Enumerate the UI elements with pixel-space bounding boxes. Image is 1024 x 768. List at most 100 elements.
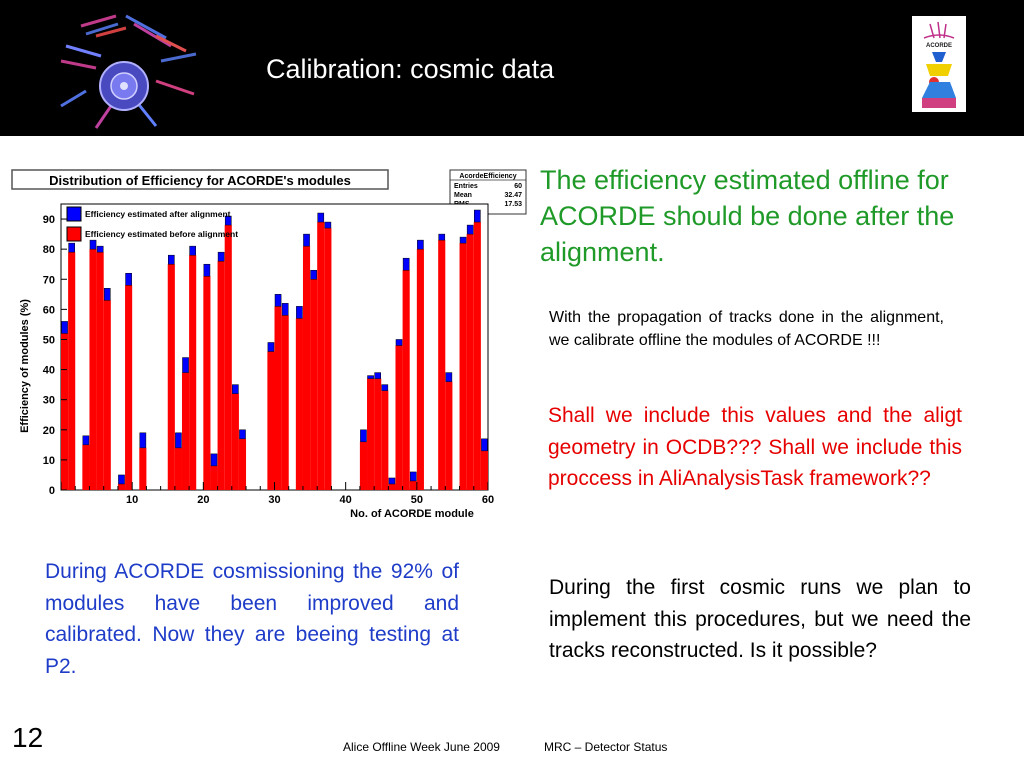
- svg-text:ACORDE: ACORDE: [926, 43, 952, 49]
- bar-after-module-24: [224, 215, 232, 226]
- bar-after-module-6: [96, 245, 104, 253]
- bar-before-module-22: [210, 465, 218, 490]
- bar-before-module-45: [374, 378, 382, 490]
- bar-before-module-35: [302, 246, 311, 490]
- bar-after-module-58: [466, 224, 474, 235]
- legend-swatch-after: [66, 206, 82, 222]
- bar-before-module-49: [402, 270, 410, 490]
- footer-event: Alice Offline Week June 2009: [343, 740, 500, 754]
- bar-before-module-10: [125, 285, 133, 490]
- bar-after-module-30: [267, 342, 275, 352]
- bar-before-module-38: [324, 228, 332, 490]
- bar-after-module-4: [82, 435, 90, 446]
- bar-after-module-60: [481, 438, 488, 452]
- bar-before-module-48: [395, 345, 403, 490]
- x-tick-label: 30: [268, 494, 280, 506]
- efficiency-chart-svg: Distribution of Efficiency for ACORDE's …: [11, 169, 527, 520]
- x-axis-label: No. of ACORDE module: [350, 508, 474, 520]
- stats-title: AcordeEfficiency: [459, 173, 516, 180]
- bar-after-module-47: [388, 477, 396, 485]
- bar-before-module-43: [359, 441, 368, 490]
- y-tick-label: 20: [43, 425, 55, 437]
- stats-value: 60: [514, 183, 522, 190]
- bar-after-module-43: [360, 429, 367, 443]
- bar-before-module-59: [473, 222, 481, 490]
- bar-after-module-10: [125, 272, 132, 286]
- bar-after-module-26: [239, 429, 246, 440]
- legend-label-before: Efficiency estimated before alignment: [85, 229, 238, 239]
- bar-before-module-12: [139, 447, 147, 490]
- bar-before-module-6: [96, 252, 104, 490]
- bar-before-module-30: [267, 351, 275, 490]
- bar-before-module-50: [409, 480, 417, 490]
- page-number: 12: [12, 722, 44, 753]
- x-tick-label: 10: [126, 494, 138, 506]
- bar-before-module-47: [388, 483, 396, 490]
- bar-before-module-31: [274, 306, 282, 490]
- black-plan-note: During the first cosmic runs we plan to …: [549, 576, 971, 662]
- bar-before-module-7: [103, 300, 111, 490]
- y-axis-label: Efficiency of modules (%): [19, 299, 31, 433]
- bar-before-module-55: [445, 381, 453, 490]
- bar-after-module-1: [61, 321, 68, 334]
- y-tick-label: 90: [43, 214, 55, 226]
- bar-before-module-21: [203, 276, 211, 490]
- y-tick-label: 30: [43, 395, 55, 407]
- legend: Efficiency estimated after alignment Eff…: [66, 206, 238, 242]
- bar-after-module-34: [296, 306, 303, 319]
- bar-before-module-60: [480, 450, 488, 490]
- bar-after-module-7: [103, 288, 111, 301]
- bar-before-module-5: [89, 249, 97, 490]
- stats-value: 32.47: [504, 192, 522, 199]
- red-questions: Shall we include this values and the ali…: [548, 404, 962, 490]
- bar-before-module-58: [466, 234, 474, 490]
- bar-after-module-2: [68, 242, 75, 253]
- bar-after-module-59: [474, 209, 481, 223]
- bar-before-module-9: [117, 483, 126, 490]
- chart-title: Distribution of Efficiency for ACORDE's …: [49, 173, 351, 188]
- bar-before-module-17: [174, 447, 182, 490]
- bar-after-module-31: [274, 294, 282, 307]
- bar-before-module-4: [82, 444, 90, 490]
- bar-after-module-55: [445, 372, 453, 382]
- x-tick-label: 60: [482, 494, 494, 506]
- bar-before-module-57: [459, 243, 467, 490]
- bar-before-module-1: [61, 333, 69, 490]
- x-tick-label: 50: [411, 494, 423, 506]
- bar-before-module-26: [238, 438, 247, 490]
- bar-before-module-18: [181, 372, 190, 490]
- bar-before-module-34: [295, 318, 303, 490]
- bar-after-module-54: [438, 233, 446, 241]
- bar-after-module-37: [317, 212, 325, 223]
- legend-swatch-before: [66, 226, 82, 242]
- bar-before-module-2: [68, 252, 76, 490]
- x-tick-label: 40: [340, 494, 352, 506]
- alice-logo: [60, 14, 197, 129]
- chart-title-box: [11, 169, 389, 190]
- y-tick-label: 70: [43, 274, 55, 286]
- bar-after-module-19: [189, 245, 196, 256]
- bar-after-module-48: [395, 339, 403, 346]
- slide-header: Calibration: cosmic data ACORDE: [0, 0, 1024, 136]
- y-tick-label: 0: [49, 485, 55, 497]
- slide-title: Calibration: cosmic data: [266, 54, 555, 84]
- bar-before-module-24: [224, 225, 232, 491]
- bar-after-module-51: [417, 239, 424, 250]
- bar-after-module-49: [402, 257, 410, 271]
- bar-after-module-9: [118, 474, 125, 485]
- blue-commissioning-note: During ACORDE cosmissioning the 92% of m…: [45, 560, 459, 678]
- bar-after-module-18: [182, 357, 189, 373]
- bar-before-module-36: [310, 279, 318, 490]
- bar-before-module-25: [231, 393, 239, 490]
- bar-after-module-16: [168, 254, 175, 265]
- bar-after-module-32: [281, 303, 289, 316]
- bar-after-module-25: [232, 384, 239, 394]
- bar-after-module-23: [217, 251, 225, 262]
- bar-before-module-23: [217, 261, 225, 490]
- bar-before-module-16: [167, 264, 175, 490]
- acorde-logo: ACORDE: [912, 16, 966, 112]
- stats-value: 17.53: [504, 201, 522, 208]
- bar-after-module-21: [203, 263, 211, 277]
- x-tick-label: 20: [197, 494, 209, 506]
- bar-after-module-5: [89, 239, 97, 250]
